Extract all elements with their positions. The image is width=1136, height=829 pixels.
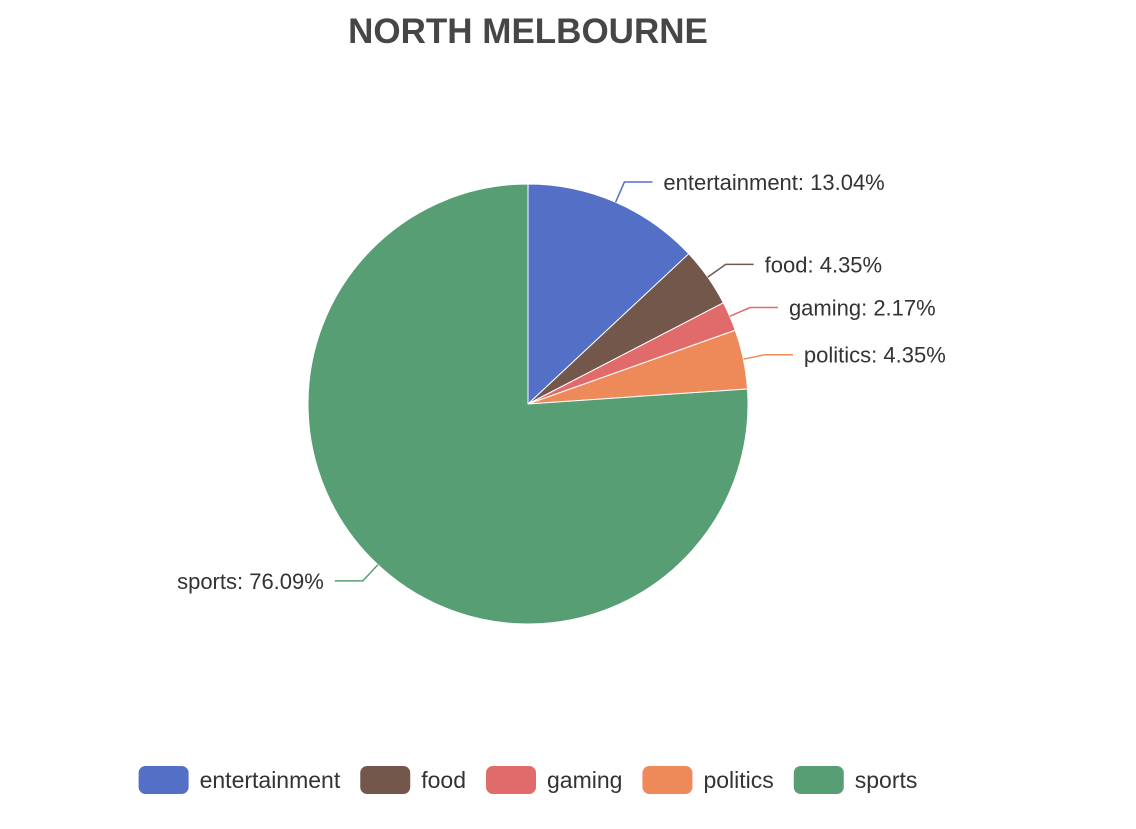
legend-item-food[interactable]: food [360,766,466,794]
legend-swatch-politics [642,766,693,794]
legend-item-entertainment[interactable]: entertainment [138,766,341,794]
slice-label-sports: sports: 76.09% [177,569,324,594]
pie-slice-entertainment[interactable] [527,183,690,405]
slice-label-politics: politics: 4.35% [804,343,946,368]
legend-label-politics: politics [703,767,773,793]
legend-item-sports[interactable]: sports [793,766,918,794]
legend-label-entertainment: entertainment [200,767,341,793]
legend-item-politics[interactable]: politics [642,766,774,794]
legend-item-gaming[interactable]: gaming [486,766,622,794]
chart-title: NORTH MELBOURNE [348,12,708,51]
legend-swatch-gaming [486,766,537,794]
legend-swatch-entertainment [138,766,189,794]
label-line-entertainment [614,181,653,203]
label-line-sports [334,564,379,582]
legend-swatch-food [360,766,411,794]
slice-label-gaming: gaming: 2.17% [789,296,936,321]
slice-label-entertainment: entertainment: 13.04% [663,170,884,195]
slice-labels: entertainment: 13.04% food: 4.35% gaming: … [177,170,946,594]
label-line-politics [743,353,793,360]
slice-label-food: food: 4.35% [765,252,882,277]
legend: entertainment food gaming politics sports [138,766,918,794]
legend-label-food: food [421,767,466,793]
label-line-gaming [729,306,778,317]
pie-slices [307,183,749,625]
legend-swatch-sports [793,766,844,794]
label-line-food [707,263,754,278]
legend-label-gaming: gaming [547,767,622,793]
legend-label-sports: sports [855,767,918,793]
